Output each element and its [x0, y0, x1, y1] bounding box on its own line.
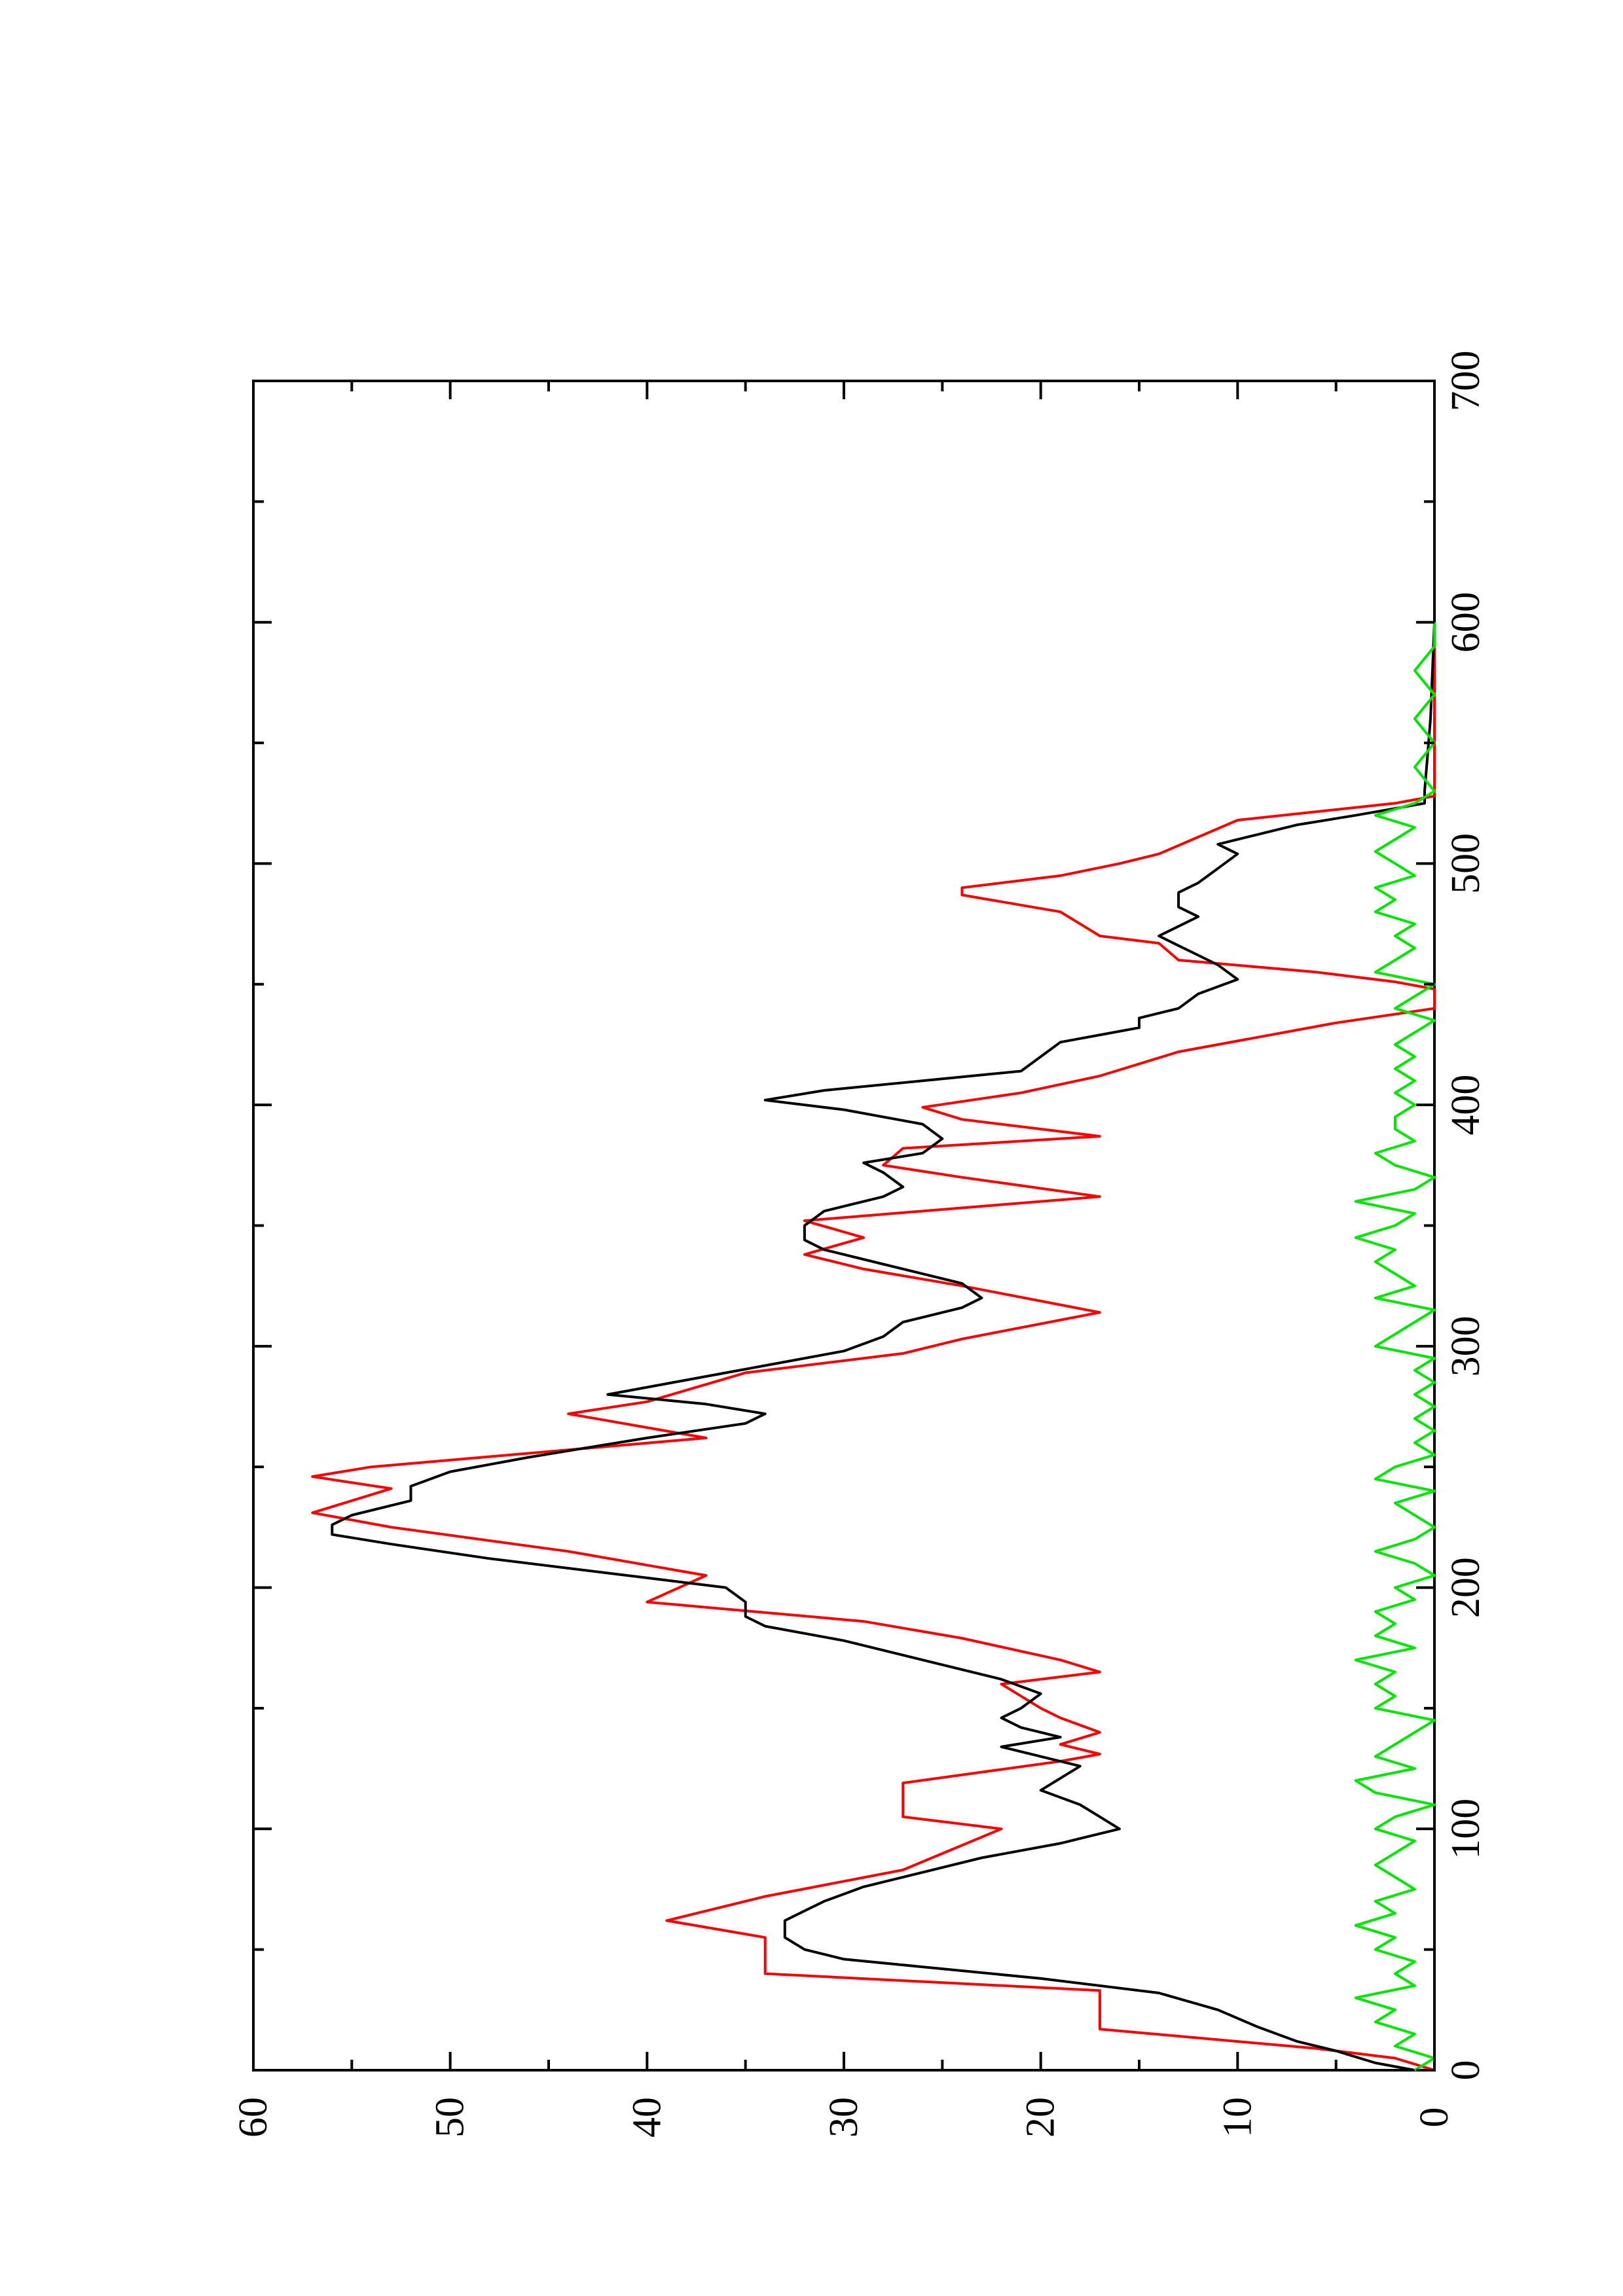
y-tick-label: 50: [428, 2097, 473, 2138]
x-tick-label: 500: [1444, 833, 1488, 894]
series-line-1: [311, 622, 1436, 2072]
x-tick-label: 0: [1444, 2060, 1488, 2081]
x-axis: 0 100 200 300 400 500 600 700: [253, 351, 1488, 2081]
y-tick-label: 30: [822, 2097, 866, 2138]
y-tick-label: 0: [1412, 2108, 1457, 2128]
x-tick-label: 400: [1444, 1075, 1488, 1136]
y-tick-label: 60: [231, 2097, 276, 2138]
x-tick-label: 700: [1444, 351, 1488, 412]
series-line-2: [331, 622, 1436, 2072]
y-tick-label: 10: [1215, 2097, 1260, 2138]
x-tick-label: 600: [1444, 592, 1488, 653]
plot-frame: [252, 380, 1436, 2072]
series-line-3: [1354, 622, 1436, 2072]
plot-area: [311, 622, 1436, 2072]
y-axis: 0 10 20 30 40 50 60: [231, 381, 1457, 2138]
y-tick-label: 40: [625, 2097, 669, 2138]
x-tick-label: 300: [1444, 1316, 1488, 1376]
x-tick-label: 200: [1444, 1557, 1488, 1618]
y-tick-label: 20: [1019, 2097, 1063, 2138]
x-tick-label: 100: [1444, 1799, 1488, 1859]
